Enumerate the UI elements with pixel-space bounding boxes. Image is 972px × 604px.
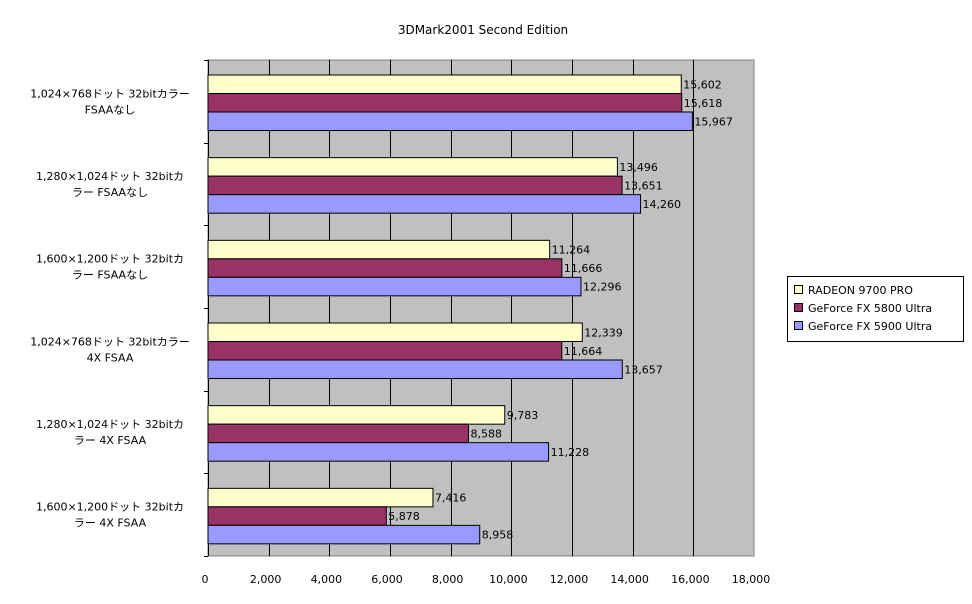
data-label: 5,878 xyxy=(388,510,420,523)
data-label: 11,228 xyxy=(551,446,590,459)
data-label: 13,496 xyxy=(619,161,658,174)
data-label: 15,967 xyxy=(694,115,733,128)
category-label: 1,280×1,024ドット 32bitカ xyxy=(36,418,184,431)
category-label: 1,600×1,200ドット 32bitカ xyxy=(36,501,184,514)
legend-swatch xyxy=(794,285,803,294)
category-label: ラー 4X FSAA xyxy=(74,517,147,530)
x-tick-label: 4,000 xyxy=(311,573,343,586)
legend-label: GeForce FX 5800 Ultra xyxy=(808,302,932,315)
category-label: 4X FSAA xyxy=(87,351,134,364)
bar xyxy=(207,175,623,196)
x-tick-label: 0 xyxy=(202,573,209,586)
bar xyxy=(207,442,550,462)
bar xyxy=(207,524,481,545)
x-tick-label: 8,000 xyxy=(432,573,464,586)
bars-group: 15,602 15,618 15,967 13,496 13,651 14,260 11,2… xyxy=(207,74,733,545)
bar xyxy=(207,239,551,260)
data-label: 11,664 xyxy=(564,345,603,358)
legend-box xyxy=(787,276,964,342)
data-label: 13,657 xyxy=(624,363,663,376)
category-label: ラー 4X FSAA xyxy=(74,434,147,447)
x-tick-label: 10,000 xyxy=(489,573,528,586)
data-label: 8,588 xyxy=(471,427,503,440)
chart-title: 3DMark2001 Second Edition xyxy=(398,23,568,37)
bar xyxy=(207,194,642,214)
data-label: 15,602 xyxy=(683,78,722,91)
category-label: ラー FSAAなし xyxy=(72,186,148,199)
bar xyxy=(207,157,618,177)
bar xyxy=(207,93,683,113)
legend-label: GeForce FX 5900 Ultra xyxy=(808,320,932,333)
category-label: FSAAなし xyxy=(85,103,136,116)
bar xyxy=(207,322,583,342)
x-tick-label: 14,000 xyxy=(610,573,649,586)
legend-label: RADEON 9700 PRO xyxy=(808,284,913,297)
data-label: 11,666 xyxy=(564,262,603,275)
bar xyxy=(207,111,693,131)
legend-swatch xyxy=(794,303,803,312)
data-label: 12,296 xyxy=(583,281,622,294)
data-label: 7,416 xyxy=(435,492,467,505)
x-tick-labels: 0 2,000 4,000 6,000 8,000 10,000 12,000 14,000 1… xyxy=(202,573,771,586)
data-label: 13,651 xyxy=(624,179,663,192)
category-label: 1,024×768ドット 32bitカラー xyxy=(30,335,190,348)
category-label: ラー FSAAなし xyxy=(72,269,148,282)
x-tick-label: 12,000 xyxy=(550,573,589,586)
legend: RADEON 9700 PRO GeForce FX 5800 Ultra GeFo… xyxy=(787,276,964,342)
bar xyxy=(207,359,623,379)
bar xyxy=(207,423,470,444)
x-tick-label: 18,000 xyxy=(732,573,771,586)
bar xyxy=(207,276,582,297)
data-label: 15,618 xyxy=(684,97,723,110)
data-label: 14,260 xyxy=(643,198,682,211)
x-tick-label: 2,000 xyxy=(250,573,282,586)
gridlines xyxy=(204,60,694,557)
x-tick-label: 16,000 xyxy=(671,573,710,586)
bar xyxy=(207,74,682,94)
data-label: 12,339 xyxy=(584,326,623,339)
bar xyxy=(207,341,563,361)
bar xyxy=(207,487,434,508)
category-label: 1,600×1,200ドット 32bitカ xyxy=(36,253,184,266)
category-label: 1,024×768ドット 32bitカラー xyxy=(30,87,190,100)
x-tick-label: 6,000 xyxy=(371,573,403,586)
data-label: 8,958 xyxy=(482,529,514,542)
legend-swatch xyxy=(794,321,803,330)
plot-area xyxy=(207,59,755,557)
bar xyxy=(207,506,387,526)
data-label: 9,783 xyxy=(507,409,538,422)
bar xyxy=(207,258,563,278)
category-labels: 1,024×768ドット 32bitカラー FSAAなし 1,280×1,024ドッ… xyxy=(30,87,190,529)
data-label: 11,264 xyxy=(552,244,591,257)
bar xyxy=(207,405,506,425)
category-label: 1,280×1,024ドット 32bitカ xyxy=(36,170,184,183)
